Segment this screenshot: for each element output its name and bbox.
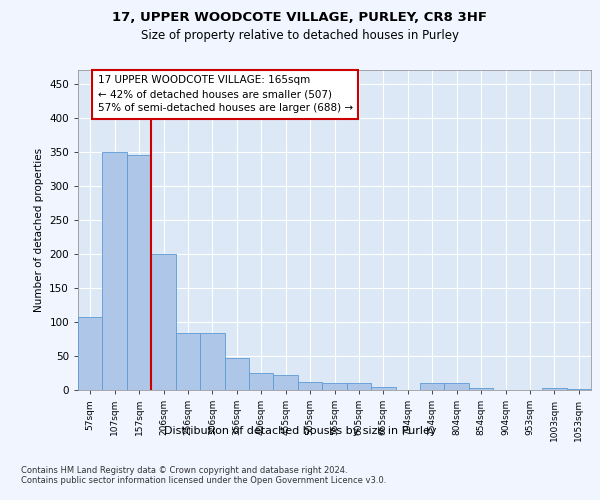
Bar [224,358,249,390]
Bar [542,388,566,390]
Bar [298,382,322,390]
Text: Contains HM Land Registry data © Crown copyright and database right 2024.
Contai: Contains HM Land Registry data © Crown c… [21,466,386,485]
Bar [249,373,274,390]
Bar [151,254,176,390]
Bar [78,317,103,390]
Text: 17 UPPER WOODCOTE VILLAGE: 165sqm
← 42% of detached houses are smaller (507)
57%: 17 UPPER WOODCOTE VILLAGE: 165sqm ← 42% … [98,76,353,114]
Bar [200,334,224,390]
Y-axis label: Number of detached properties: Number of detached properties [34,148,44,312]
Text: Distribution of detached houses by size in Purley: Distribution of detached houses by size … [164,426,436,436]
Bar [347,383,371,390]
Bar [322,383,347,390]
Bar [176,334,200,390]
Bar [274,375,298,390]
Bar [420,383,445,390]
Bar [103,152,127,390]
Bar [469,388,493,390]
Text: 17, UPPER WOODCOTE VILLAGE, PURLEY, CR8 3HF: 17, UPPER WOODCOTE VILLAGE, PURLEY, CR8 … [113,11,487,24]
Bar [371,386,395,390]
Bar [127,155,151,390]
Text: Size of property relative to detached houses in Purley: Size of property relative to detached ho… [141,29,459,42]
Bar [445,383,469,390]
Bar [566,388,591,390]
